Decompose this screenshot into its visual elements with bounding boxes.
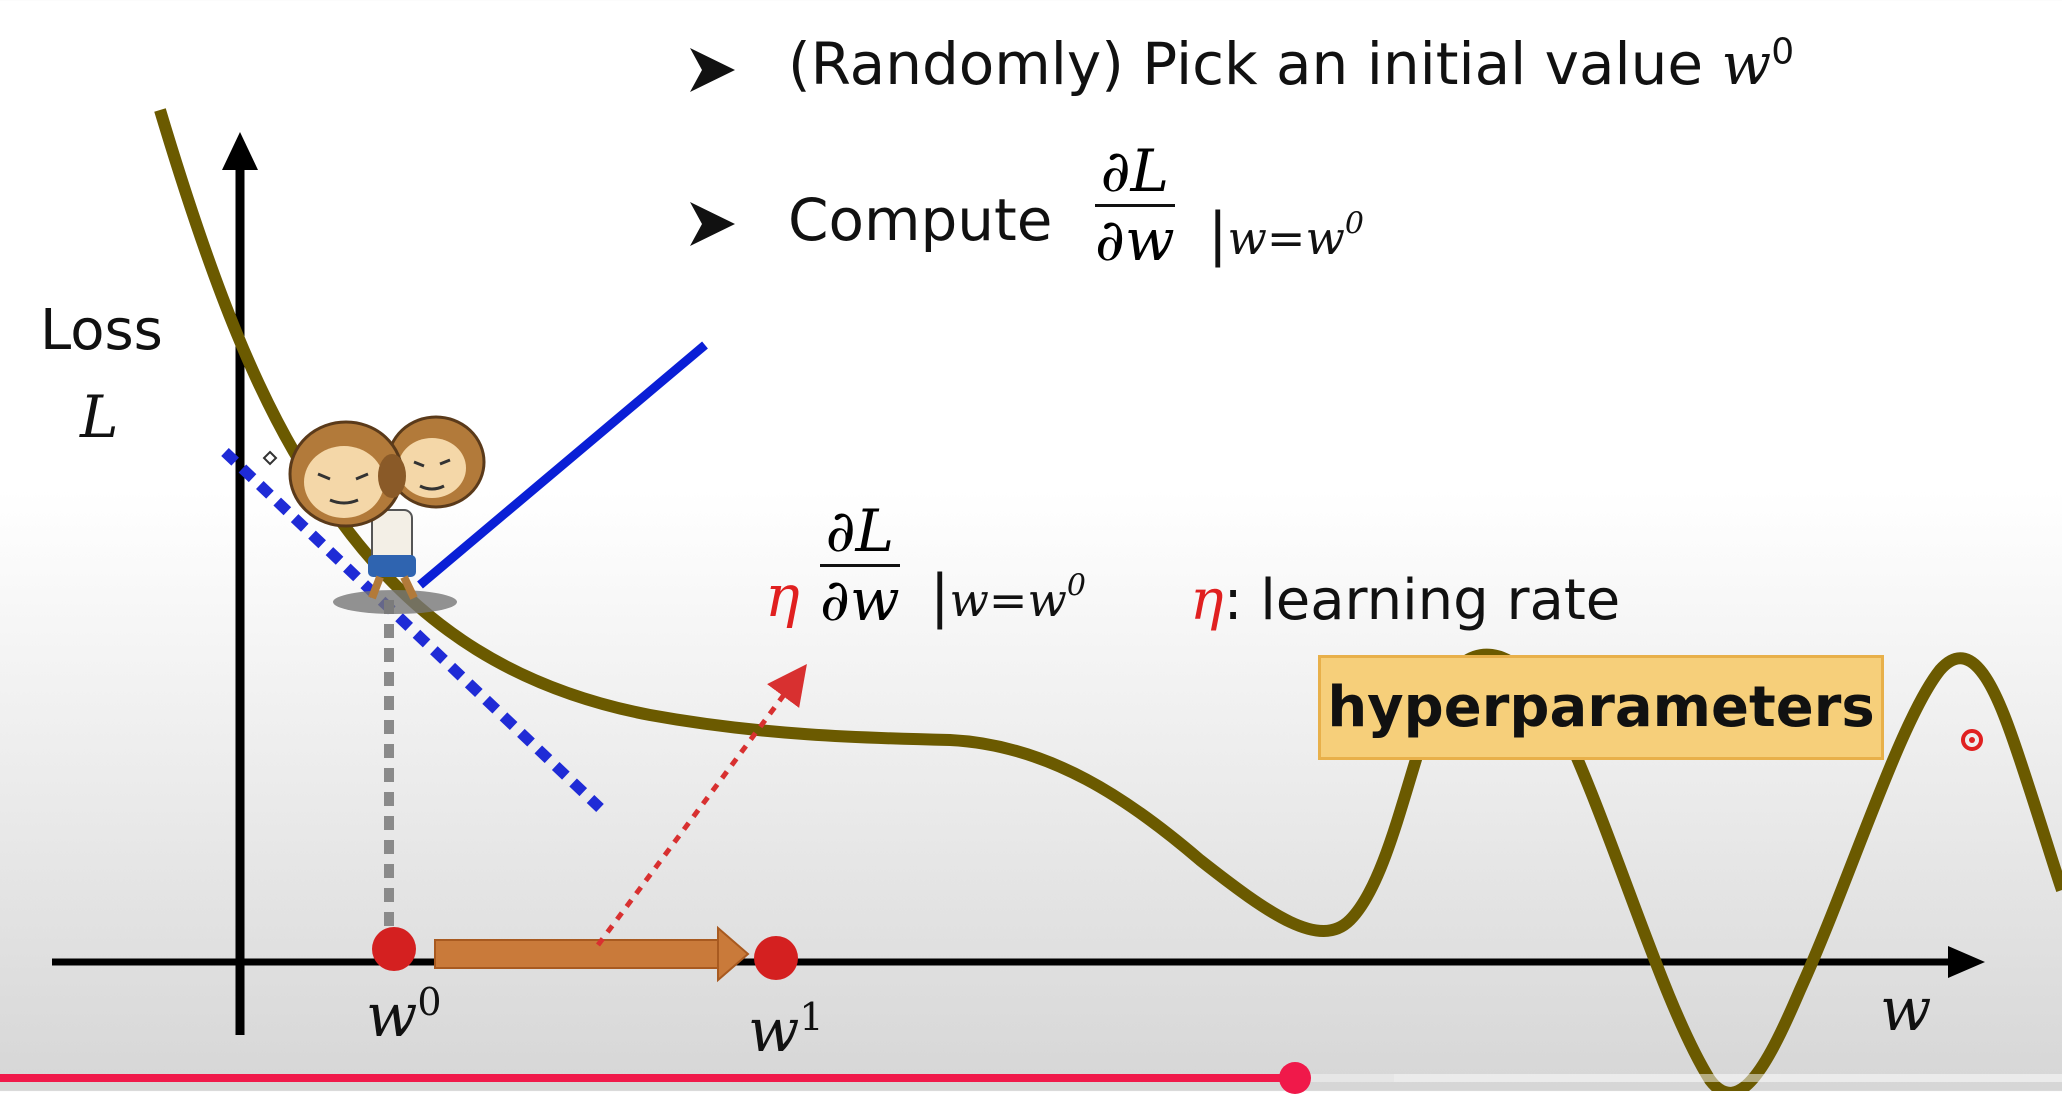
y-axis-symbol: L [80, 383, 119, 451]
video-played-bar [0, 1074, 1295, 1082]
bullet-1-text: (Randomly) Pick an initial value w0 [788, 30, 1794, 98]
bullet-arrow-1 [690, 48, 735, 92]
step-size-pointer [595, 663, 807, 947]
bullet-arrow-2 [690, 202, 735, 246]
bullet-1-var: w [1721, 30, 1772, 98]
learning-rate-eta: η [1190, 568, 1224, 633]
w0-point [372, 927, 416, 971]
w1-point [754, 936, 798, 980]
step-eval: |w=w0 [930, 562, 1086, 630]
y-axis-arrowhead [222, 132, 258, 170]
learning-rate-note: η: learning rate [1190, 568, 1620, 633]
step-arrow-body [434, 939, 721, 969]
w1-label-var: w [748, 996, 800, 1066]
video-progress-bar[interactable] [0, 1074, 2062, 1082]
step-eval-text: w=w [949, 573, 1067, 627]
step-eval-sup: 0 [1066, 568, 1086, 604]
derivative-bar [1095, 204, 1175, 207]
w0-label: w0 [366, 980, 442, 1051]
eta-symbol: η [765, 562, 800, 630]
gradient-direction-line [417, 341, 708, 589]
w0-label-sup: 0 [417, 980, 442, 1024]
tangent-line [221, 448, 604, 812]
bullet-1-label: (Randomly) Pick an initial value [788, 30, 1722, 98]
w1-label-sup: 1 [799, 995, 824, 1039]
derivative-eval: |w=w0 [1208, 200, 1364, 268]
derivative-eval-text: w=w [1227, 211, 1345, 265]
hyperparameters-label: hyperparameters [1318, 655, 1884, 760]
monkey-character [262, 415, 486, 614]
y-axis-label: Loss [40, 298, 163, 363]
loss-curve [154, 108, 2062, 1091]
step-fraction: ∂L ∂w [820, 500, 900, 631]
derivative-denominator: ∂w [1095, 206, 1175, 274]
x-axis-label: w [1880, 975, 1932, 1045]
step-bar [820, 564, 900, 567]
bullet-2-text: Compute [788, 186, 1053, 254]
w1-label: w1 [748, 995, 824, 1066]
step-denominator: ∂w [820, 566, 900, 634]
bullet-1-sup: 0 [1771, 31, 1795, 73]
learning-rate-text: : learning rate [1223, 568, 1621, 633]
cursor-marker-center [1969, 737, 1975, 743]
step-arrow-head [717, 925, 750, 983]
x-axis-arrowhead [1948, 946, 1985, 978]
derivative-numerator: ∂L [1100, 137, 1170, 205]
derivative-fraction: ∂L ∂w [1095, 140, 1175, 271]
step-numerator: ∂L [825, 497, 895, 565]
cursor-marker [1961, 729, 1983, 751]
w0-label-var: w [366, 981, 418, 1051]
video-scrubber-handle[interactable] [1278, 1062, 1311, 1094]
derivative-eval-sup: 0 [1344, 206, 1364, 242]
